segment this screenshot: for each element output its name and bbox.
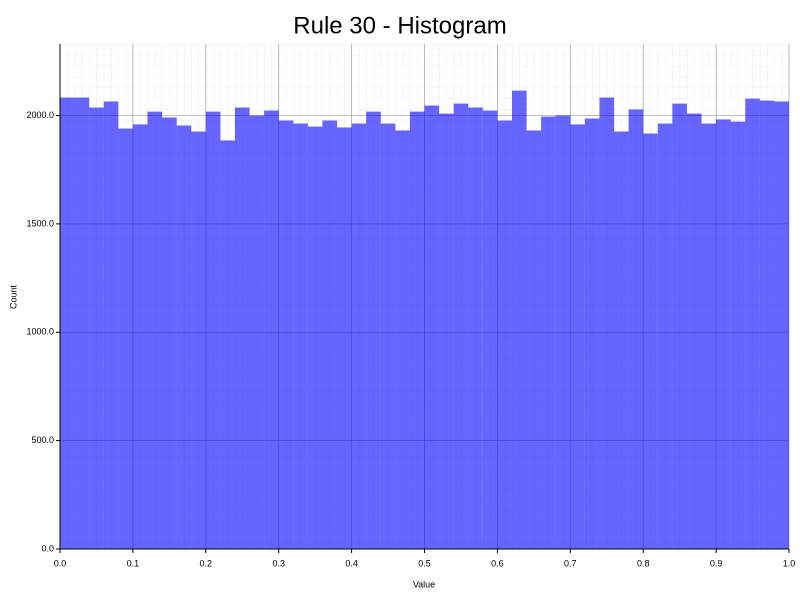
x-tick-label: 0.3 bbox=[272, 558, 285, 568]
bar bbox=[497, 120, 512, 550]
bar bbox=[176, 125, 192, 549]
bar bbox=[234, 107, 250, 549]
bar bbox=[468, 107, 483, 549]
bar bbox=[249, 115, 265, 549]
x-tick-label: 1.0 bbox=[783, 558, 796, 568]
x-tick-label: 0.0 bbox=[54, 558, 67, 568]
x-tick-label: 0.7 bbox=[564, 558, 577, 568]
bar bbox=[322, 120, 338, 550]
bar bbox=[380, 123, 396, 550]
y-tick-label: 1000.0 bbox=[26, 327, 54, 337]
bar bbox=[439, 113, 454, 549]
bar bbox=[395, 130, 410, 549]
bar bbox=[672, 103, 687, 550]
chart-title: Rule 30 - Histogram bbox=[293, 12, 506, 39]
bar bbox=[774, 101, 789, 550]
bar bbox=[366, 111, 381, 549]
x-tick-label: 0.5 bbox=[418, 558, 431, 568]
bars bbox=[60, 90, 789, 550]
axes: 0.0 500.0 1000.0 1500.0 2000.0 0.0 0.1 0.2 0.3 0.… bbox=[26, 44, 795, 568]
bar bbox=[293, 123, 308, 550]
bar bbox=[511, 90, 527, 550]
bar bbox=[162, 117, 177, 550]
bar bbox=[628, 109, 644, 550]
bar bbox=[730, 121, 746, 549]
bar bbox=[307, 126, 323, 549]
bar bbox=[351, 123, 367, 550]
bar bbox=[526, 130, 542, 549]
bar bbox=[409, 111, 425, 549]
y-tick-label: 500.0 bbox=[31, 435, 54, 445]
bar bbox=[759, 100, 775, 550]
bar bbox=[220, 140, 235, 550]
bar bbox=[482, 110, 498, 549]
bar bbox=[657, 123, 673, 550]
bar bbox=[103, 101, 119, 550]
x-tick-label: 0.2 bbox=[200, 558, 213, 568]
y-tick-label: 1500.0 bbox=[26, 218, 54, 228]
y-axis-label: Count bbox=[8, 285, 18, 310]
bar bbox=[191, 131, 206, 549]
bar bbox=[686, 113, 702, 549]
y-tick-label: 0.0 bbox=[41, 543, 54, 553]
x-tick-label: 0.1 bbox=[127, 558, 140, 568]
bar bbox=[89, 107, 104, 549]
bar bbox=[614, 131, 629, 549]
bar bbox=[599, 97, 615, 549]
bar bbox=[118, 128, 133, 549]
bar bbox=[570, 124, 585, 549]
bar bbox=[541, 116, 556, 549]
bar bbox=[60, 97, 75, 549]
bar bbox=[205, 111, 221, 549]
bar bbox=[453, 103, 469, 550]
x-tick-label: 0.6 bbox=[491, 558, 504, 568]
y-tick-label: 2000.0 bbox=[26, 110, 54, 120]
bar bbox=[424, 105, 440, 549]
bar bbox=[701, 123, 717, 550]
bar bbox=[278, 120, 294, 550]
bar bbox=[132, 124, 148, 549]
bar bbox=[74, 97, 90, 549]
bar bbox=[745, 98, 760, 549]
x-axis-label: Value bbox=[413, 579, 435, 589]
bar bbox=[337, 127, 352, 549]
bar bbox=[147, 111, 163, 549]
x-tick-label: 0.8 bbox=[637, 558, 650, 568]
bar bbox=[584, 118, 600, 550]
bar bbox=[643, 133, 658, 549]
x-tick-label: 0.9 bbox=[710, 558, 723, 568]
bar bbox=[716, 119, 731, 549]
x-tick-label: 0.4 bbox=[345, 558, 358, 568]
bar bbox=[555, 115, 571, 549]
bar bbox=[264, 110, 279, 549]
